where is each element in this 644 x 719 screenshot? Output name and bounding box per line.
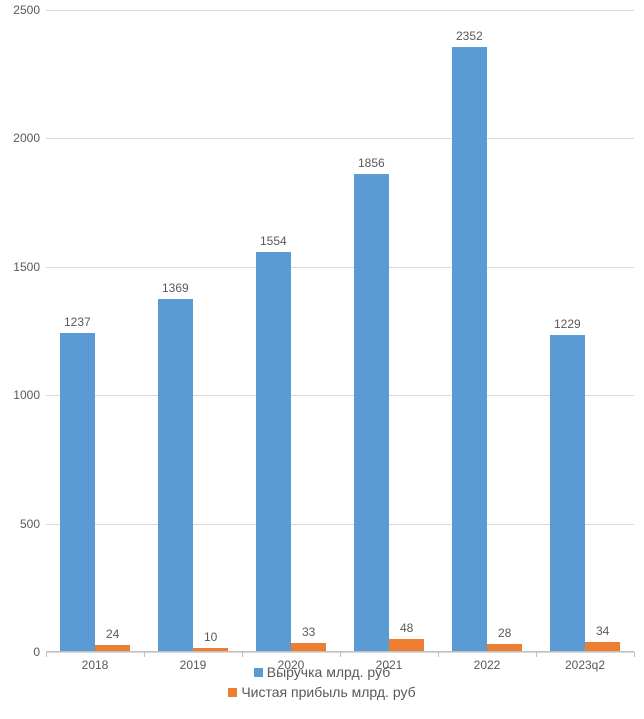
y-tick-label: 2000: [0, 131, 40, 145]
legend-swatch: [228, 688, 237, 697]
legend: Выручка млрд. руб Чистая прибыль млрд. ру…: [0, 662, 644, 702]
data-label: 2352: [456, 29, 483, 43]
bar: [256, 252, 291, 651]
data-label: 33: [302, 625, 315, 639]
data-label: 48: [400, 621, 413, 635]
x-tick-mark: [46, 652, 47, 657]
gridline: [46, 267, 634, 268]
x-tick-mark: [536, 652, 537, 657]
data-label: 1856: [358, 156, 385, 170]
gridline: [46, 10, 634, 11]
bar: [158, 299, 193, 651]
data-label: 1237: [64, 315, 91, 329]
gridline: [46, 395, 634, 396]
y-tick-label: 500: [0, 517, 40, 531]
legend-item: Выручка млрд. руб: [254, 664, 390, 680]
legend-swatch: [254, 668, 263, 677]
y-tick-label: 0: [0, 645, 40, 659]
bar: [452, 47, 487, 651]
x-tick-mark: [438, 652, 439, 657]
legend-label: Чистая прибыль млрд. руб: [241, 684, 415, 700]
legend-item: Чистая прибыль млрд. руб: [228, 684, 415, 700]
bar: [193, 648, 228, 651]
bar: [60, 333, 95, 651]
bar: [95, 645, 130, 651]
y-tick-label: 1000: [0, 388, 40, 402]
bar: [585, 642, 620, 651]
gridline: [46, 524, 634, 525]
bar: [354, 174, 389, 651]
data-label: 24: [106, 627, 119, 641]
data-label: 1369: [162, 281, 189, 295]
data-label: 1229: [554, 317, 581, 331]
x-tick-mark: [340, 652, 341, 657]
data-label: 10: [204, 630, 217, 644]
gridline: [46, 138, 634, 139]
legend-label: Выручка млрд. руб: [267, 664, 390, 680]
bar: [389, 639, 424, 651]
bar: [291, 643, 326, 651]
plot-area: 1237 24 1369 10 1554 33 1856 48 2352 28 1229 34: [46, 10, 634, 652]
bar: [550, 335, 585, 651]
data-label: 1554: [260, 234, 287, 248]
bar: [487, 644, 522, 651]
x-tick-mark: [242, 652, 243, 657]
y-tick-label: 2500: [0, 3, 40, 17]
revenue-profit-chart: 1237 24 1369 10 1554 33 1856 48 2352 28 1229 34 0 50…: [0, 0, 644, 719]
y-tick-label: 1500: [0, 260, 40, 274]
data-label: 28: [498, 626, 511, 640]
data-label: 34: [596, 624, 609, 638]
x-tick-mark: [144, 652, 145, 657]
x-tick-mark: [634, 652, 635, 657]
